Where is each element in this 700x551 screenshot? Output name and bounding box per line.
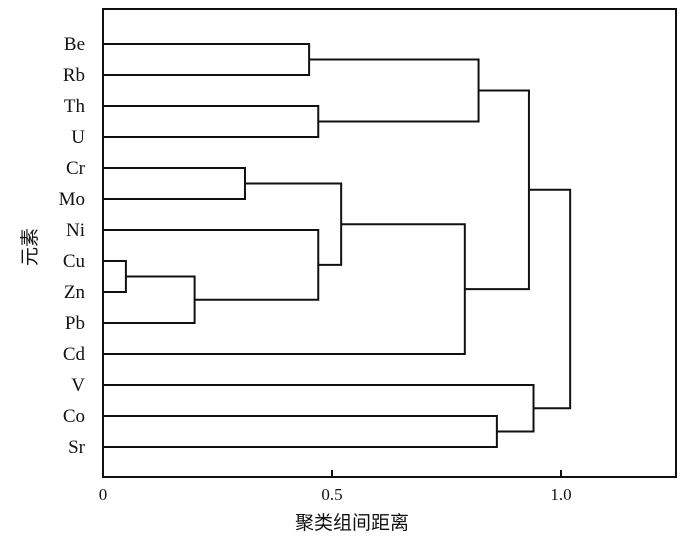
leaf-label: Be [64,34,85,55]
x-tick-label: 0.5 [321,485,342,504]
leaf-label: V [71,375,85,396]
leaf-label: Co [63,406,85,427]
dendrogram-link [244,182,343,266]
dendrogram-link [309,58,480,123]
dendrogram-link [464,89,530,291]
dendrogram-link [103,415,498,448]
leaf-label: Th [64,96,86,117]
dendrogram-link [103,384,535,433]
dendrogram-link [103,167,246,200]
dendrogram-link [103,105,320,138]
leaf-label: Cd [63,344,86,365]
y-axis-label: 元素 [19,228,41,266]
leaf-label: Mo [59,189,85,210]
leaf-label: U [71,127,85,148]
leaf-label: Ni [66,220,85,241]
dendrogram-link [103,275,196,324]
leaf-label: Cr [66,158,86,179]
plot-frame [102,8,677,478]
dendrogram-link [103,260,127,293]
x-axis-label: 聚类组间距离 [295,512,409,534]
x-tick-label: 0 [99,485,108,504]
leaf-label: Rb [63,65,85,86]
leaf-label: Cu [63,251,86,272]
leaf-label: Sr [68,437,86,458]
dendrogram-link [103,223,466,355]
dendrogram-link [103,43,311,76]
x-tick-label: 1.0 [550,485,571,504]
dendrogram-link [103,229,320,301]
leaf-label: Pb [65,313,85,334]
dendrogram-link [528,188,572,410]
leaf-label: Zn [64,282,86,303]
